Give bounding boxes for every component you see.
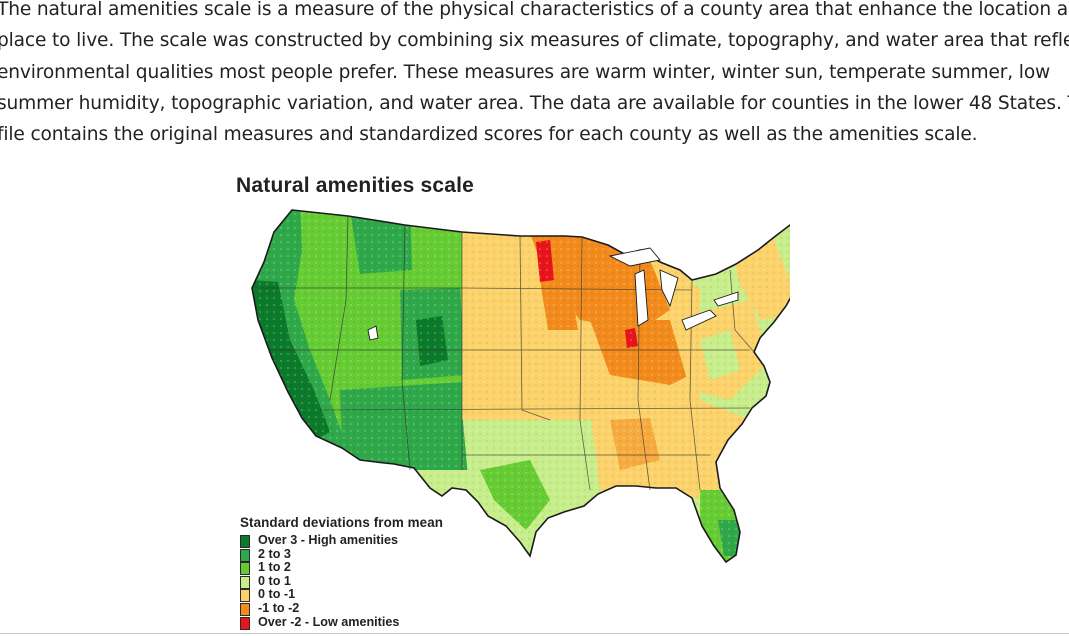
legend-item: 2 to 3 bbox=[240, 546, 540, 562]
legend-item: 0 to 1 bbox=[240, 573, 540, 589]
legend-label: 2 to 3 bbox=[258, 546, 291, 561]
paragraph-line: environmental qualities most people pref… bbox=[0, 61, 1051, 83]
description-paragraph: The natural amenities scale is a measure… bbox=[0, 0, 1069, 150]
legend-item: Over -2 - Low amenities bbox=[240, 614, 540, 630]
legend-item: -1 to -2 bbox=[240, 600, 540, 616]
legend-swatch bbox=[240, 589, 250, 603]
legend-swatch bbox=[240, 548, 250, 562]
legend-label: -1 to -2 bbox=[258, 600, 300, 615]
legend-label: 1 to 2 bbox=[258, 560, 291, 575]
legend-swatch bbox=[240, 562, 250, 576]
legend-swatch bbox=[240, 616, 250, 630]
great-lakes bbox=[608, 247, 739, 331]
amenities-map-figure: Natural amenities scale bbox=[230, 170, 790, 636]
legend-label: 0 to -1 bbox=[258, 587, 296, 602]
legend-item: 1 to 2 bbox=[240, 560, 540, 576]
paragraph-line: place to live. The scale was constructed… bbox=[0, 30, 1069, 52]
state-boundaries bbox=[260, 215, 755, 491]
legend-label: Over 3 - High amenities bbox=[258, 533, 398, 547]
page-divider bbox=[0, 633, 1069, 634]
legend-swatch bbox=[240, 535, 250, 548]
legend-label: Over -2 - Low amenities bbox=[258, 614, 400, 629]
legend-item: 0 to -1 bbox=[240, 587, 540, 603]
county-color-regions bbox=[252, 210, 790, 562]
paragraph-line: The natural amenities scale is a measure… bbox=[0, 0, 1069, 20]
us-map bbox=[251, 209, 790, 564]
great-salt-lake bbox=[367, 325, 379, 341]
paragraph-line: file contains the original measures and … bbox=[0, 124, 978, 146]
map-title: Natural amenities scale bbox=[236, 174, 475, 197]
legend-swatch bbox=[240, 575, 250, 589]
legend-swatch bbox=[240, 602, 250, 616]
paragraph-line: summer humidity, topographic variation, … bbox=[0, 92, 1069, 114]
legend-title: Standard deviations from mean bbox=[240, 515, 444, 530]
map-legend: Standard deviations from mean Over 3 - H… bbox=[240, 515, 540, 630]
legend-label: 0 to 1 bbox=[258, 573, 291, 588]
legend-item: Over 3 - High amenities bbox=[240, 533, 540, 548]
